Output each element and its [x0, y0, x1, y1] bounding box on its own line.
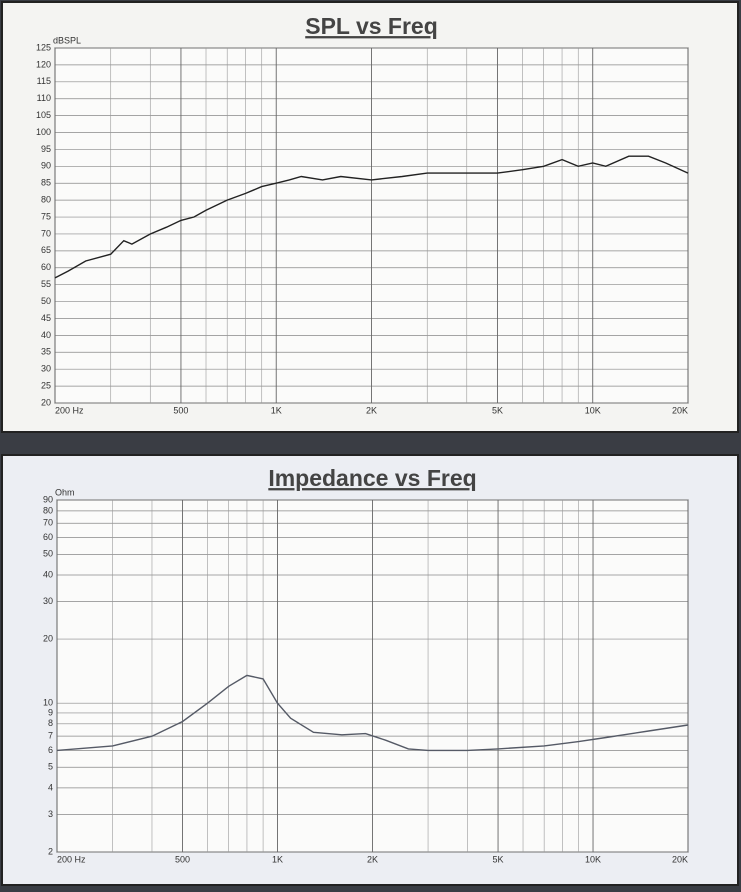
y-tick-label: 110	[37, 93, 51, 103]
x-tick-label: 500	[173, 405, 188, 415]
chart-title: Impedance vs Freq	[268, 465, 476, 491]
y-tick-label: 2	[48, 846, 53, 856]
x-tick-label: 10K	[585, 405, 601, 415]
chart-title: SPL vs Freq	[305, 13, 438, 39]
y-tick-label: 125	[36, 42, 51, 52]
y-axis-label: dBSPL	[53, 35, 81, 45]
y-tick-label: 40	[41, 330, 51, 340]
y-tick-label: 5	[48, 762, 53, 772]
y-tick-label: 90	[43, 494, 53, 504]
y-tick-label: 25	[41, 380, 51, 390]
x-tick-label: 2K	[367, 854, 378, 864]
y-tick-label: 90	[41, 161, 51, 171]
y-tick-label: 60	[43, 532, 53, 542]
y-tick-label: 60	[41, 262, 51, 272]
x-tick-label: 5K	[493, 854, 504, 864]
y-tick-label: 9	[48, 707, 53, 717]
y-tick-label: 65	[41, 245, 51, 255]
y-tick-label: 105	[36, 110, 51, 120]
x-tick-label: 20K	[672, 854, 688, 864]
y-tick-label: 80	[41, 195, 51, 205]
x-tick-label: 1K	[271, 405, 282, 415]
y-tick-label: 55	[41, 279, 51, 289]
x-tick-label: 2K	[366, 405, 377, 415]
x-tick-label: 200 Hz	[55, 405, 84, 415]
data-line	[56, 674, 689, 752]
y-tick-label: 95	[41, 144, 51, 154]
y-tick-label: 7	[48, 731, 53, 741]
y-tick-label: 6	[48, 745, 53, 755]
y-tick-label: 100	[36, 127, 51, 137]
data-line	[54, 155, 689, 279]
y-tick-label: 35	[41, 347, 51, 357]
y-tick-label: 120	[36, 59, 51, 69]
x-tick-label: 20K	[672, 405, 688, 415]
y-tick-label: 10	[43, 698, 53, 708]
y-tick-label: 50	[43, 549, 53, 559]
y-tick-label: 30	[43, 596, 53, 606]
y-tick-label: 8	[48, 718, 53, 728]
y-tick-label: 40	[43, 569, 53, 579]
x-tick-label: 10K	[585, 854, 601, 864]
y-tick-label: 20	[43, 633, 53, 643]
x-tick-label: 500	[175, 854, 190, 864]
y-tick-label: 3	[48, 809, 53, 819]
y-tick-label: 50	[41, 296, 51, 306]
y-tick-label: 70	[41, 228, 51, 238]
y-tick-label: 45	[41, 313, 51, 323]
y-axis-label: Ohm	[55, 487, 75, 497]
y-tick-label: 4	[48, 782, 53, 792]
y-tick-label: 85	[41, 178, 51, 188]
x-tick-label: 200 Hz	[57, 854, 86, 864]
y-tick-label: 115	[37, 76, 51, 86]
y-tick-label: 75	[41, 211, 51, 221]
y-tick-label: 80	[43, 505, 53, 515]
x-tick-label: 1K	[272, 854, 283, 864]
x-tick-label: 5K	[492, 405, 503, 415]
y-tick-label: 30	[41, 364, 51, 374]
y-tick-label: 70	[43, 518, 53, 528]
y-tick-label: 20	[41, 397, 51, 407]
